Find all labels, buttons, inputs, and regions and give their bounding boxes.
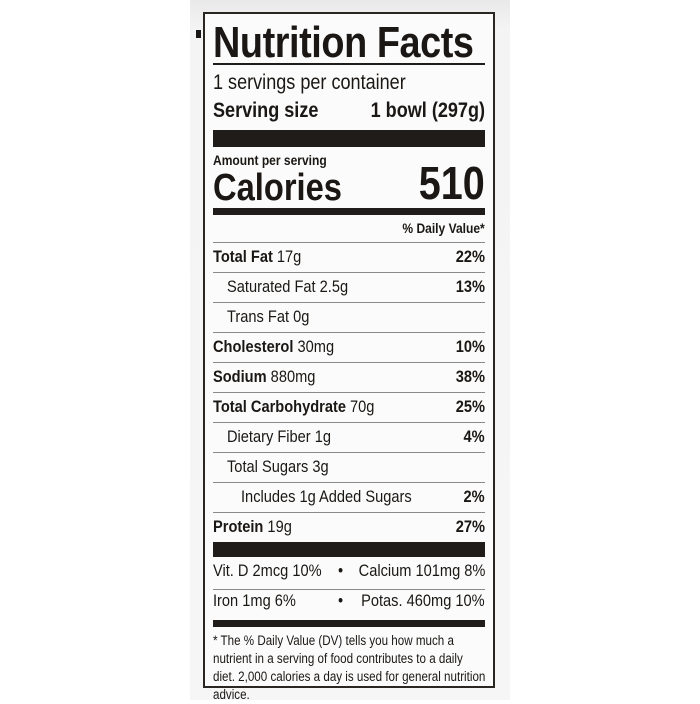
nutrient-name: Total Carbohydrate <box>213 397 346 416</box>
bullet: • <box>338 591 344 610</box>
nutrient-row: Includes 1g Added Sugars <box>241 487 412 507</box>
serving-size-label: Serving size <box>213 99 319 122</box>
row-divider <box>213 332 485 333</box>
row-divider <box>213 362 485 363</box>
nutrient-row: Cholesterol 30mg <box>213 337 334 357</box>
nutrient-row: Trans Fat 0g <box>227 307 309 327</box>
row-divider <box>213 272 485 273</box>
nutrient-name: Cholesterol <box>213 337 294 356</box>
nutrient-amount: 17g <box>276 247 302 266</box>
nutrient-amount: 1g <box>314 427 332 446</box>
micronutrient-left: Iron 1mg 6% <box>213 591 296 610</box>
nutrient-daily-value: 2% <box>463 487 485 506</box>
nutrient-amount: 70g <box>350 397 375 416</box>
nutrient-amount: 30mg <box>297 337 335 356</box>
nutrient-daily-value: 13% <box>455 277 485 296</box>
micronutrient-right: Potas. 460mg 10% <box>361 591 485 610</box>
calories-value: 510 <box>418 157 485 209</box>
footnote: * The % Daily Value (DV) tells you how m… <box>213 633 486 702</box>
calories-label: Calories <box>213 167 342 209</box>
nutrient-amount: 880mg <box>270 367 316 386</box>
nutrient-row: Dietary Fiber 1g <box>227 427 331 447</box>
nutrient-daily-value: 22% <box>455 247 485 266</box>
servings-per-container: 1 servings per container <box>213 71 406 94</box>
divider <box>213 63 485 65</box>
nutrient-row: Saturated Fat 2.5g <box>227 277 348 297</box>
nutrient-row: Total Fat 17g <box>213 247 301 267</box>
amount-per-serving: Amount per serving <box>213 152 327 168</box>
micronutrient-left: Vit. D 2mcg 10% <box>213 561 322 580</box>
package-mark <box>196 30 201 38</box>
row-divider <box>213 452 485 453</box>
nutrient-name: Dietary Fiber <box>227 427 311 446</box>
row-divider <box>213 512 485 513</box>
medium-divider <box>213 208 485 215</box>
nutrient-name: Saturated Fat <box>227 277 316 296</box>
daily-value-header: % Daily Value* <box>402 220 485 236</box>
nutrient-amount: 0g <box>293 307 310 326</box>
row-divider <box>213 422 485 423</box>
nutrient-daily-value: 25% <box>455 397 485 416</box>
nutrient-name: Protein <box>213 517 264 536</box>
nutrient-daily-value: 4% <box>463 427 485 446</box>
nutrient-row: Protein 19g <box>213 517 292 537</box>
row-divider <box>213 482 485 483</box>
nutrient-name: Includes 1g Added Sugars <box>241 487 412 506</box>
nutrient-row: Total Sugars 3g <box>227 457 329 477</box>
nutrition-facts-label: Nutrition Facts 1 servings per container… <box>203 12 495 702</box>
nutrient-daily-value: 27% <box>455 517 485 536</box>
nutrient-row: Sodium 880mg <box>213 367 315 387</box>
nutrient-amount: 19g <box>267 517 292 536</box>
row-divider <box>213 242 485 243</box>
micronutrient-right: Calcium 101mg 8% <box>358 561 485 580</box>
medium-divider <box>213 620 485 627</box>
nutrient-amount: 3g <box>312 457 329 476</box>
serving-size-value: 1 bowl (297g) <box>370 99 485 122</box>
thick-divider <box>213 130 485 147</box>
nutrient-name: Total Sugars <box>227 457 309 476</box>
nutrient-name: Total Fat <box>213 247 273 266</box>
nutrient-row: Total Carbohydrate 70g <box>213 397 374 417</box>
nutrient-name: Sodium <box>213 367 267 386</box>
nutrient-daily-value: 38% <box>455 367 485 386</box>
thick-divider <box>213 542 485 557</box>
row-divider <box>213 302 485 303</box>
row-divider <box>213 392 485 393</box>
nutrient-amount: 2.5g <box>319 277 349 296</box>
label-title: Nutrition Facts <box>213 18 474 67</box>
nutrient-daily-value: 10% <box>455 337 485 356</box>
bullet: • <box>338 561 344 580</box>
nutrient-name: Trans Fat <box>227 307 290 326</box>
row-divider <box>213 589 485 590</box>
